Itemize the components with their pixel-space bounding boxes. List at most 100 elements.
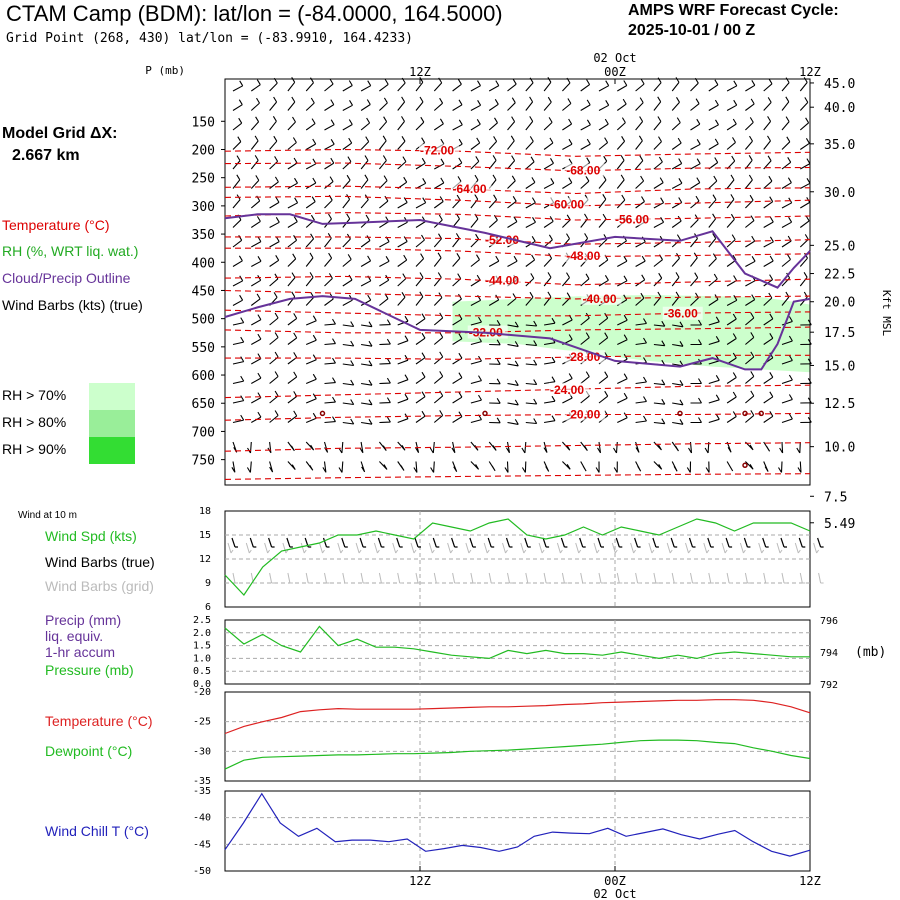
- wind-barb: [781, 413, 793, 424]
- wind-barb: [672, 321, 684, 328]
- wind-barb: [232, 255, 243, 267]
- wind-barb: [324, 119, 335, 131]
- wind-barb: [415, 332, 426, 345]
- wind-barb: [397, 136, 406, 150]
- wind-barb: [525, 291, 534, 306]
- wind-barb: [397, 292, 406, 306]
- wind-barb: [617, 412, 628, 423]
- wind-barb: [397, 176, 408, 189]
- wind-barb: [708, 273, 718, 287]
- wind-barb: [543, 461, 550, 472]
- wind-barb: [360, 80, 372, 92]
- wind-barb: [671, 178, 683, 189]
- temperature-label-bg: [614, 212, 654, 226]
- wind-barb-grid: [611, 542, 618, 554]
- wind-barb: [745, 390, 755, 404]
- wind-barb: [360, 461, 366, 473]
- wind-barb-grid: [690, 572, 696, 584]
- wind-barb: [452, 253, 461, 267]
- wind-barb: [726, 234, 736, 248]
- wind-barb: [342, 418, 355, 425]
- legend-wind-barbs: Wind Barbs (kts) (true): [2, 297, 143, 313]
- wind-barb: [305, 334, 317, 346]
- wind10m-tick-label: 6: [205, 602, 211, 613]
- wind-barb: [598, 234, 608, 248]
- precip-tick-label: 0.0: [193, 679, 211, 690]
- wind-barb: [451, 441, 456, 454]
- temperature-label-bg: [451, 181, 492, 195]
- wind-barb: [397, 236, 408, 248]
- wind-barb: [562, 373, 573, 384]
- wind-barb: [232, 275, 244, 287]
- bottom-date-label: 02 Oct: [593, 887, 636, 900]
- wind-barb: [800, 417, 812, 424]
- pressure-tick-label: 350: [192, 228, 215, 243]
- wind-barb: [397, 254, 408, 267]
- wind-barb: [797, 461, 802, 473]
- wind-barb-true: [286, 537, 293, 548]
- wind-barb: [617, 392, 628, 404]
- wind-barb: [690, 98, 700, 111]
- wind-barb: [415, 234, 425, 248]
- wind-barb: [653, 197, 665, 209]
- wind-barb: [635, 97, 644, 111]
- wind-barb-grid: [355, 542, 362, 554]
- height-tick-label: 30.0: [824, 186, 855, 201]
- wind-barb: [800, 397, 812, 404]
- wind-barb: [507, 155, 516, 170]
- wind-barb-grid: [264, 542, 271, 554]
- wind-barb: [305, 177, 317, 189]
- wind-barb: [616, 155, 625, 170]
- wind-barb: [690, 339, 702, 346]
- height-tick-label: 20.0: [824, 296, 855, 311]
- wind-barb: [562, 118, 573, 131]
- temperature-contour-label: -68.00: [566, 164, 600, 178]
- wind-barb: [544, 415, 556, 424]
- wind-barb: [781, 116, 790, 131]
- wind-barb-grid: [648, 542, 655, 554]
- wind-barb-grid: [378, 572, 385, 584]
- wind-barb: [543, 137, 554, 150]
- wind-barb: [305, 292, 315, 306]
- wind-barb: [671, 197, 683, 209]
- wind-barb-true: [688, 537, 696, 548]
- wind-barb: [415, 116, 425, 131]
- wind-barb: [726, 391, 737, 404]
- wind-barb: [763, 78, 773, 92]
- temperature-contour-label: -48.00: [566, 249, 600, 263]
- wind-barb: [415, 178, 427, 189]
- wind-barb: [232, 414, 245, 424]
- wind-barb: [580, 99, 591, 111]
- wind-barb: [305, 315, 317, 326]
- wind-barb-grid: [433, 572, 440, 584]
- wind-barb: [470, 213, 479, 228]
- wind-barb: [324, 176, 334, 189]
- wind-chill-line: [224, 792, 811, 857]
- pressure-tick-label: 300: [192, 200, 215, 215]
- wind-barb: [580, 175, 590, 189]
- wind-barb: [544, 376, 556, 385]
- rh-legend-label-80: RH > 80%: [2, 414, 67, 430]
- wind-barb-grid: [447, 542, 454, 554]
- wind-barb: [745, 461, 754, 470]
- wind-barb: [763, 175, 773, 189]
- pressure-line: [224, 625, 810, 660]
- temperature-contour: [224, 185, 811, 195]
- wind-barb: [232, 235, 243, 248]
- wind-barb: [305, 233, 315, 248]
- wind-barb-grid: [282, 542, 289, 554]
- wind10m-title: Wind at 10 m: [18, 510, 77, 521]
- wind-barb: [397, 461, 405, 471]
- wind-barb: [470, 355, 482, 365]
- top-date-label: 02 Oct: [593, 51, 636, 65]
- wind-barb: [690, 272, 699, 287]
- wind-barb: [598, 100, 610, 111]
- wind-barb: [800, 178, 811, 189]
- cross-section-frame: [224, 78, 811, 486]
- wind-barb: [507, 419, 519, 425]
- wind-barb: [269, 332, 279, 345]
- height-tick-label: 7.5: [824, 490, 847, 505]
- wind-barb: [342, 213, 351, 228]
- wind-barb: [635, 274, 646, 287]
- wind-barb: [781, 157, 792, 170]
